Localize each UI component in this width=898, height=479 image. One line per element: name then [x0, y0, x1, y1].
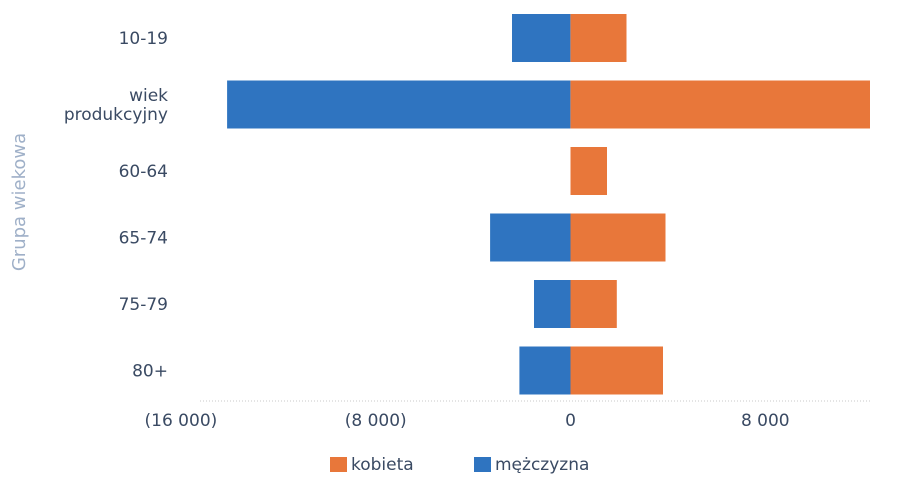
legend-label-kobieta: kobieta — [351, 455, 414, 475]
x-tick-label-3: 8 000 — [741, 411, 790, 431]
bar-kobieta-0 — [570, 14, 627, 62]
category-label-4: 75-79 — [119, 295, 168, 315]
category-labels-group: 10-19 wiek produkcyjny 60-64 65-74 75-79 80+ — [64, 29, 168, 382]
category-label-3: 65-74 — [119, 229, 168, 249]
bars-group — [227, 14, 870, 395]
bar-mezczyzna-4 — [534, 280, 571, 328]
bar-kobieta-1 — [570, 80, 870, 129]
category-label-2: 60-64 — [119, 162, 168, 182]
category-label-1: wiek produkcyjny — [64, 86, 168, 125]
legend-swatch-kobieta — [330, 457, 347, 472]
x-tick-label-1: (8 000) — [345, 411, 407, 431]
legend-label-mezczyzna: mężczyzna — [495, 455, 589, 475]
bar-mezczyzna-1 — [227, 80, 571, 129]
category-label-5: 80+ — [132, 362, 168, 382]
legend-swatch-mezczyzna — [474, 457, 491, 472]
bar-kobieta-5 — [570, 346, 663, 395]
bar-mezczyzna-0 — [512, 14, 571, 62]
bar-kobieta-3 — [570, 213, 666, 262]
x-tick-label-2: 0 — [565, 411, 576, 431]
bar-mezczyzna-3 — [490, 213, 571, 262]
bar-kobieta-2 — [570, 147, 607, 195]
category-label-0: 10-19 — [119, 29, 168, 49]
legend: kobieta mężczyzna — [330, 455, 589, 475]
x-tick-labels-group: (16 000) (8 000) 0 8 000 — [145, 411, 790, 431]
y-axis-label: Grupa wiekowa — [9, 133, 30, 271]
bar-kobieta-4 — [570, 280, 617, 328]
bar-mezczyzna-5 — [519, 346, 571, 395]
x-tick-label-0: (16 000) — [145, 411, 218, 431]
